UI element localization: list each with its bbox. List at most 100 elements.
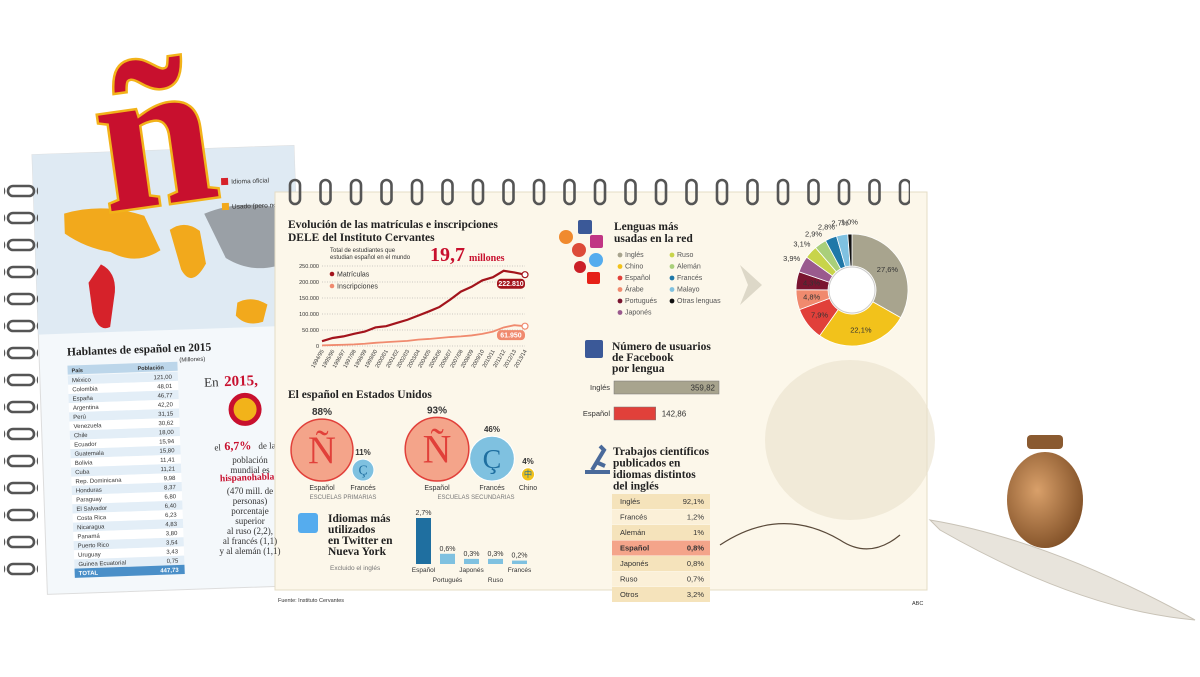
table-row (68, 380, 179, 394)
legend-label: Español (625, 275, 651, 282)
legend-label: Francés (677, 275, 703, 282)
country: Puerto Rico (78, 543, 110, 550)
facebook-icon (585, 340, 603, 358)
table-row (71, 482, 182, 496)
value-label-bg (497, 278, 525, 289)
share-percent: 6,7% (224, 438, 251, 453)
gplus-icon (572, 243, 586, 257)
y-tick-label: Español (583, 409, 610, 418)
table-row (70, 445, 181, 459)
x-tick-label: Español (412, 567, 436, 574)
y-tick-label: Inglés (590, 383, 610, 392)
share-text: (470 mill. de (227, 486, 273, 496)
map-asia (204, 204, 291, 269)
value-label: 3,1% (793, 240, 810, 249)
population: 3,54 (166, 540, 179, 546)
language: Japonés (620, 559, 649, 568)
country: Argentina (73, 405, 100, 412)
legend-dot (617, 298, 623, 304)
end-point (521, 271, 529, 279)
donut-slice (819, 301, 902, 347)
value-label-bg (497, 330, 525, 341)
country: El Salvador (76, 506, 107, 513)
share-text: y al alemán (1,1) (220, 546, 281, 556)
table-row (70, 454, 181, 468)
line (321, 324, 526, 347)
share: 0,8% (687, 544, 704, 553)
population: 46,77 (157, 393, 173, 400)
rss-icon (559, 230, 573, 244)
value-label: 359,82 (691, 384, 716, 393)
signature (719, 523, 901, 550)
table-row (612, 525, 710, 540)
legend-label: Matrículas (337, 272, 370, 279)
population: 11,21 (160, 467, 175, 474)
share-lead: En (204, 374, 219, 390)
share-text: población (232, 455, 268, 465)
section-title: Idiomas más (328, 513, 391, 525)
country: Chile (74, 433, 89, 439)
table-unit: (Millones) (179, 357, 205, 364)
table-row (73, 528, 184, 542)
country: Colombia (72, 387, 98, 394)
legend-swatch (220, 177, 229, 186)
donut-center (828, 266, 876, 314)
table-row (612, 587, 710, 602)
country: Venezuela (73, 423, 102, 430)
value-label: 93% (427, 405, 447, 416)
value-label: 1,0% (841, 218, 858, 227)
value-label: 222.810 (498, 281, 523, 288)
bubble (290, 418, 354, 482)
population: 3,80 (166, 531, 179, 537)
population: 9,98 (164, 476, 177, 482)
population: 42,20 (158, 402, 174, 409)
y-tick-label: 0 (316, 344, 319, 350)
population: 18,00 (159, 430, 175, 437)
legend-dot (329, 283, 335, 289)
microscope-icon (585, 444, 610, 474)
value-label: 7,9% (811, 311, 828, 320)
population: 15,94 (159, 439, 175, 446)
value-label: 46% (484, 425, 500, 434)
share-text: al ruso (2,2), (227, 526, 273, 536)
country: Panamá (77, 534, 100, 541)
language-label: Español (309, 485, 335, 492)
total-label: Total de estudiantes que (330, 248, 396, 254)
share: 0,7% (687, 575, 704, 584)
section-title: publicados en (613, 458, 681, 470)
share: 1,2% (687, 513, 704, 522)
value-label: 2,8% (818, 222, 835, 231)
table-row (70, 436, 181, 450)
table-header (67, 361, 178, 375)
table-row (71, 491, 183, 505)
bar (613, 406, 656, 421)
language: Otros (620, 590, 639, 599)
population: 8,37 (164, 485, 177, 491)
share-year: 2015, (224, 373, 259, 390)
value-label: 142,86 (662, 410, 687, 419)
population: 121,00 (153, 375, 172, 382)
population: 0,75 (167, 559, 180, 565)
legend-label: Idioma oficial (231, 177, 270, 185)
section-title: utilizados (328, 524, 376, 536)
bar (613, 380, 720, 395)
population: 31,15 (158, 411, 174, 418)
table-row (70, 463, 182, 477)
country: Paraguay (76, 497, 102, 504)
share: 0,8% (687, 559, 704, 568)
share-text: porcentaje (231, 506, 268, 516)
x-tick-label: Ruso (488, 577, 504, 584)
section-title: Nueva York (328, 546, 387, 558)
arrow (740, 265, 762, 305)
table-row (69, 417, 180, 431)
language-label: Francés (350, 485, 376, 492)
value-label: 3,9% (783, 254, 800, 263)
country: Costa Rica (77, 515, 107, 522)
share-text: el (214, 442, 221, 452)
value-label: 61.950 (500, 333, 522, 340)
value-label: 0,2% (512, 553, 528, 560)
population: 3,43 (166, 549, 179, 555)
y-tick-label: 50.000 (302, 328, 319, 334)
bubble (404, 416, 470, 482)
value-label: 0,3% (488, 551, 504, 558)
